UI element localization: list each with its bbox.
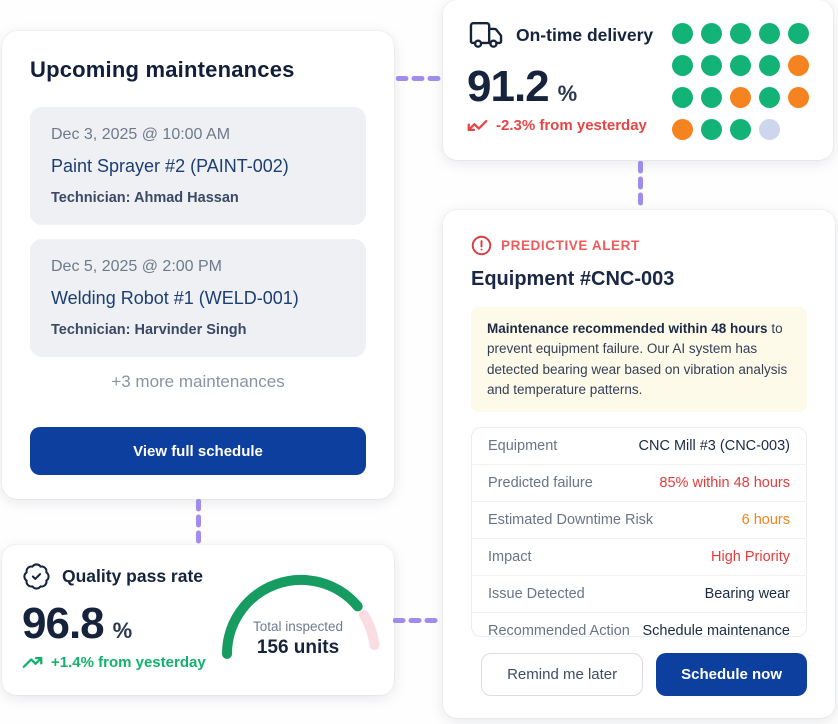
- maintenance-list: Dec 3, 2025 @ 10:00 AM Paint Sprayer #2 …: [30, 107, 366, 357]
- maintenance-technician: Technician: Ahmad Hassan: [51, 190, 239, 206]
- quality-pass-rate-title: Quality pass rate: [62, 566, 204, 586]
- delivery-dot: [788, 55, 809, 76]
- alert-note-bold: Maintenance recommended within 48 hours: [487, 321, 768, 336]
- delivery-dot: [759, 119, 780, 140]
- alert-row-value: CNC Mill #3 (CNC-003): [638, 438, 790, 454]
- connector-maintenance-to-quality: [196, 499, 201, 545]
- predictive-alert-badge: PREDICTIVE ALERT: [501, 238, 640, 253]
- maintenance-datetime: Dec 3, 2025 @ 10:00 AM: [51, 126, 231, 143]
- delivery-dot: [759, 87, 780, 108]
- alert-row-label: Issue Detected: [488, 586, 585, 602]
- maintenance-technician: Technician: Harvinder Singh: [51, 322, 247, 338]
- alert-row-value: Bearing wear: [704, 586, 790, 602]
- delivery-dot: [701, 23, 722, 44]
- connector-delivery-to-alert: [638, 161, 643, 209]
- alert-row-value: High Priority: [711, 549, 790, 565]
- delivery-dot: [672, 119, 693, 140]
- quality-pass-rate-card: Quality pass rate 96.8 % +1.4% from yest…: [2, 545, 394, 695]
- alert-detail-table: Equipment CNC Mill #3 (CNC-003) Predicte…: [471, 427, 807, 637]
- schedule-now-button[interactable]: Schedule now: [656, 653, 807, 696]
- delivery-dot: [701, 87, 722, 108]
- alert-row-value: Schedule maintenance: [642, 623, 790, 637]
- alert-note: Maintenance recommended within 48 hours …: [471, 307, 807, 412]
- delivery-dot: [701, 119, 722, 140]
- quality-trend-label: +1.4% from yesterday: [51, 654, 206, 672]
- alert-equipment-title: Equipment #CNC-003: [471, 268, 675, 290]
- on-time-delivery-card: On-time delivery 91.2 % -2.3% from yeste…: [443, 0, 833, 160]
- trending-up-icon: [22, 652, 43, 673]
- alert-row-value: 6 hours: [741, 512, 790, 528]
- delivery-dot: [672, 23, 693, 44]
- alert-table-row: Recommended Action Schedule maintenance: [472, 613, 806, 637]
- quality-gauge: Total inspected 156 units: [216, 559, 386, 667]
- delivery-dot: [730, 23, 751, 44]
- view-full-schedule-button[interactable]: View full schedule: [30, 427, 366, 475]
- maintenance-entry: Dec 3, 2025 @ 10:00 AM Paint Sprayer #2 …: [30, 107, 366, 225]
- connector-quality-to-alert: [393, 618, 442, 623]
- delivery-dot: [672, 55, 693, 76]
- delivery-dot: [730, 119, 751, 140]
- maintenance-entry: Dec 5, 2025 @ 2:00 PM Welding Robot #1 (…: [30, 239, 366, 357]
- quality-percentage-value: 96.8: [22, 599, 105, 648]
- upcoming-maintenances-card: Upcoming maintenances Dec 3, 2025 @ 10:0…: [2, 31, 394, 499]
- delivery-dot: [730, 55, 751, 76]
- gauge-label: Total inspected: [252, 619, 344, 634]
- alert-table-row: Estimated Downtime Risk 6 hours: [472, 502, 806, 539]
- maintenance-equipment: Paint Sprayer #2 (PAINT-002): [51, 156, 289, 176]
- alert-table-row: Impact High Priority: [472, 539, 806, 576]
- alert-circle-icon: [471, 235, 492, 256]
- quality-percentage-unit: %: [112, 618, 133, 643]
- alert-row-label: Recommended Action: [488, 623, 630, 637]
- delivery-dot: [701, 55, 722, 76]
- delivery-dot: [788, 87, 809, 108]
- delivery-dot: [672, 87, 693, 108]
- trending-down-icon: [467, 115, 488, 136]
- alert-table-row: Predicted failure 85% within 48 hours: [472, 465, 806, 502]
- delivery-dot: [759, 23, 780, 44]
- alert-note-rest: to prevent equipment failure. Our AI sys…: [487, 321, 788, 397]
- gauge-arc-main: [222, 574, 363, 659]
- delivery-trend-label: -2.3% from yesterday: [496, 117, 647, 135]
- more-maintenances-label: +3 more maintenances: [111, 372, 285, 391]
- delivery-dot: [788, 23, 809, 44]
- delivery-dot-grid: [672, 23, 809, 140]
- gauge-sublabel: 156 units: [256, 637, 340, 658]
- on-time-delivery-title: On-time delivery: [516, 24, 654, 45]
- delivery-percentage-value: 91.2: [467, 62, 550, 111]
- delivery-dot: [759, 55, 780, 76]
- alert-row-label: Impact: [488, 549, 532, 565]
- alert-row-label: Estimated Downtime Risk: [488, 512, 654, 528]
- alert-row-label: Equipment: [488, 438, 558, 454]
- alert-table-row: Equipment CNC Mill #3 (CNC-003): [472, 428, 806, 465]
- remind-me-later-button[interactable]: Remind me later: [481, 653, 644, 696]
- badge-check-icon: [22, 562, 51, 591]
- predictive-alert-card: PREDICTIVE ALERT Equipment #CNC-003 Main…: [443, 210, 835, 718]
- truck-icon: [467, 16, 505, 54]
- upcoming-maintenances-title: Upcoming maintenances: [30, 57, 295, 82]
- alert-row-label: Predicted failure: [488, 475, 593, 491]
- delivery-percentage-unit: %: [557, 81, 578, 106]
- connector-maintenance-to-delivery: [396, 76, 442, 81]
- alert-table-row: Issue Detected Bearing wear: [472, 576, 806, 613]
- maintenance-equipment: Welding Robot #1 (WELD-001): [51, 288, 299, 308]
- gauge-arc-remainder: [358, 609, 380, 650]
- alert-row-value: 85% within 48 hours: [659, 475, 790, 491]
- maintenance-datetime: Dec 5, 2025 @ 2:00 PM: [51, 258, 222, 275]
- delivery-dot: [730, 87, 751, 108]
